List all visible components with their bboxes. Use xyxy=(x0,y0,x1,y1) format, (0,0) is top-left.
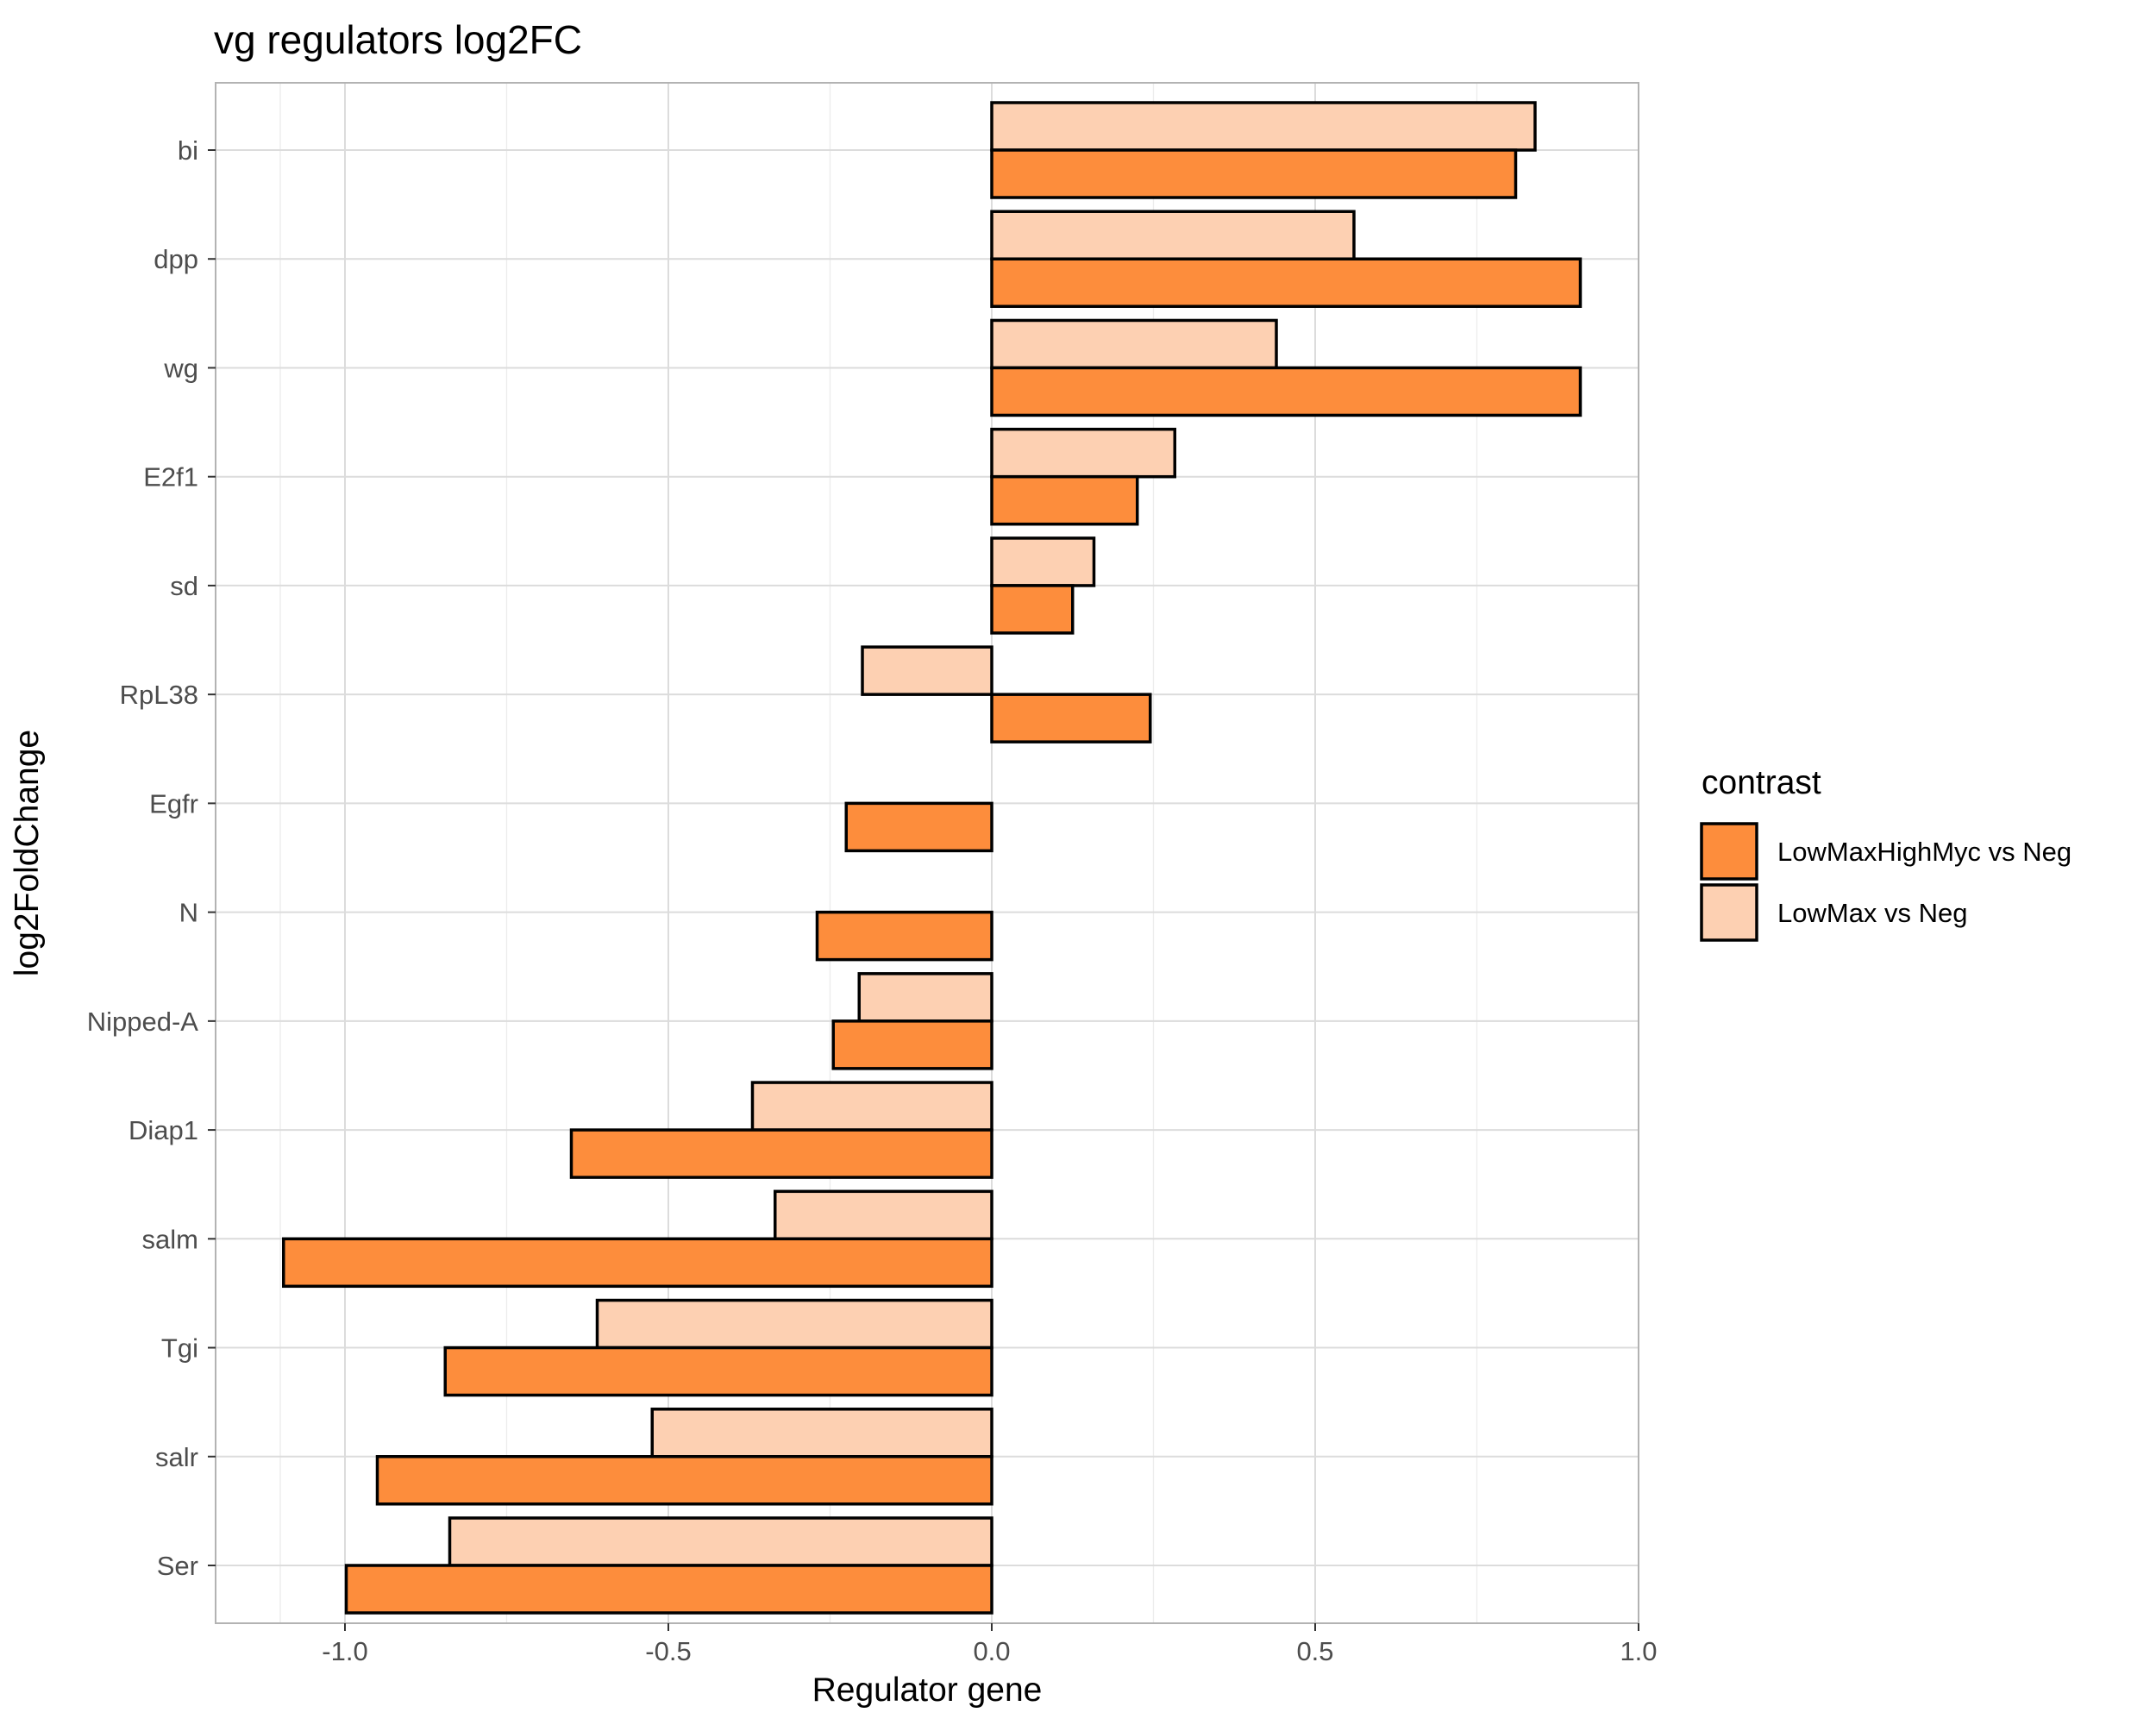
bar-dpp-lowmax-vs-neg xyxy=(990,210,1356,260)
bar-wg-lowmax-vs-neg xyxy=(990,318,1278,370)
y-axis-title: log2FoldChange xyxy=(9,730,46,976)
chart-title: vg regulators log2FC xyxy=(214,17,582,62)
y-tick-label: Tgi xyxy=(161,1333,198,1364)
bar-sd-lowmaxhighmyc-vs-neg xyxy=(990,584,1075,635)
y-tick-label: sd xyxy=(170,571,198,601)
bar-salm-lowmax-vs-neg xyxy=(774,1189,993,1241)
y-tick-label: N xyxy=(179,898,198,928)
bar-bi-lowmaxhighmyc-vs-neg xyxy=(990,148,1518,199)
x-tick-label: 0.0 xyxy=(973,1636,1010,1666)
y-tick-labels: bi dpp wg E2f1 sd RpL38 Egfr N Nipped-A Diap1 salm… xyxy=(87,135,216,1581)
bar-Egfr-lowmaxhighmyc-vs-neg xyxy=(844,801,993,853)
legend: contrast LowMaxHighMyc vs Neg LowMax vs … xyxy=(1700,764,2071,942)
bar-bi-lowmax-vs-neg xyxy=(990,101,1537,152)
bar-Nipped-A-lowmaxhighmyc-vs-neg xyxy=(831,1019,993,1070)
bars-layer xyxy=(282,101,1583,1615)
bar-E2f1-lowmaxhighmyc-vs-neg xyxy=(990,474,1139,526)
y-tick-label: salm xyxy=(142,1224,198,1254)
bar-E2f1-lowmax-vs-neg xyxy=(990,427,1176,479)
bar-salr-lowmax-vs-neg xyxy=(650,1408,993,1458)
legend-title: contrast xyxy=(1702,764,1821,801)
legend-key-lowmaxhighmyc xyxy=(1700,822,1758,881)
bar-RpL38-lowmax-vs-neg xyxy=(861,645,993,696)
y-tick-label: bi xyxy=(178,135,198,166)
legend-key-lowmax xyxy=(1700,883,1758,942)
x-tick-label: -0.5 xyxy=(645,1636,691,1666)
bar-Ser-lowmaxhighmyc-vs-neg xyxy=(344,1564,993,1615)
x-axis-title: Regulator gene xyxy=(812,1672,1043,1709)
y-tick-label: Diap1 xyxy=(128,1115,198,1145)
bar-N-lowmaxhighmyc-vs-neg xyxy=(815,910,993,962)
bar-Ser-lowmax-vs-neg xyxy=(448,1516,993,1567)
y-tick-label: RpL38 xyxy=(120,680,198,710)
y-tick-label: salr xyxy=(155,1442,198,1472)
x-tick-label: 0.5 xyxy=(1296,1636,1333,1666)
bar-salr-lowmaxhighmyc-vs-neg xyxy=(375,1455,993,1506)
x-tick-labels: -1.0 -0.5 0.0 0.5 1.0 xyxy=(322,1623,1658,1666)
bar-Tgi-lowmax-vs-neg xyxy=(595,1298,993,1350)
y-tick-label: dpp xyxy=(154,244,198,274)
bar-Diap1-lowmax-vs-neg xyxy=(750,1081,993,1132)
y-tick-label: E2f1 xyxy=(143,462,198,492)
bar-salm-lowmaxhighmyc-vs-neg xyxy=(282,1237,993,1289)
y-tick-label: Ser xyxy=(157,1551,198,1581)
y-tick-label: wg xyxy=(163,353,198,383)
bar-sd-lowmax-vs-neg xyxy=(990,536,1096,587)
bar-RpL38-lowmaxhighmyc-vs-neg xyxy=(990,693,1152,743)
bar-Nipped-A-lowmax-vs-neg xyxy=(857,972,993,1023)
x-tick-label: -1.0 xyxy=(322,1636,367,1666)
x-tick-label: 1.0 xyxy=(1620,1636,1657,1666)
legend-label-lowmaxhighmyc: LowMaxHighMyc vs Neg xyxy=(1777,837,2071,867)
bar-dpp-lowmaxhighmyc-vs-neg xyxy=(990,257,1583,308)
legend-label-lowmax: LowMax vs Neg xyxy=(1777,898,1968,928)
bar-Diap1-lowmaxhighmyc-vs-neg xyxy=(569,1128,993,1179)
y-tick-label: Nipped-A xyxy=(87,1007,199,1037)
y-tick-label: Egfr xyxy=(149,788,198,819)
bar-Tgi-lowmaxhighmyc-vs-neg xyxy=(443,1346,993,1397)
plot-panel-border xyxy=(215,82,1639,1624)
bar-wg-lowmaxhighmyc-vs-neg xyxy=(990,366,1583,417)
